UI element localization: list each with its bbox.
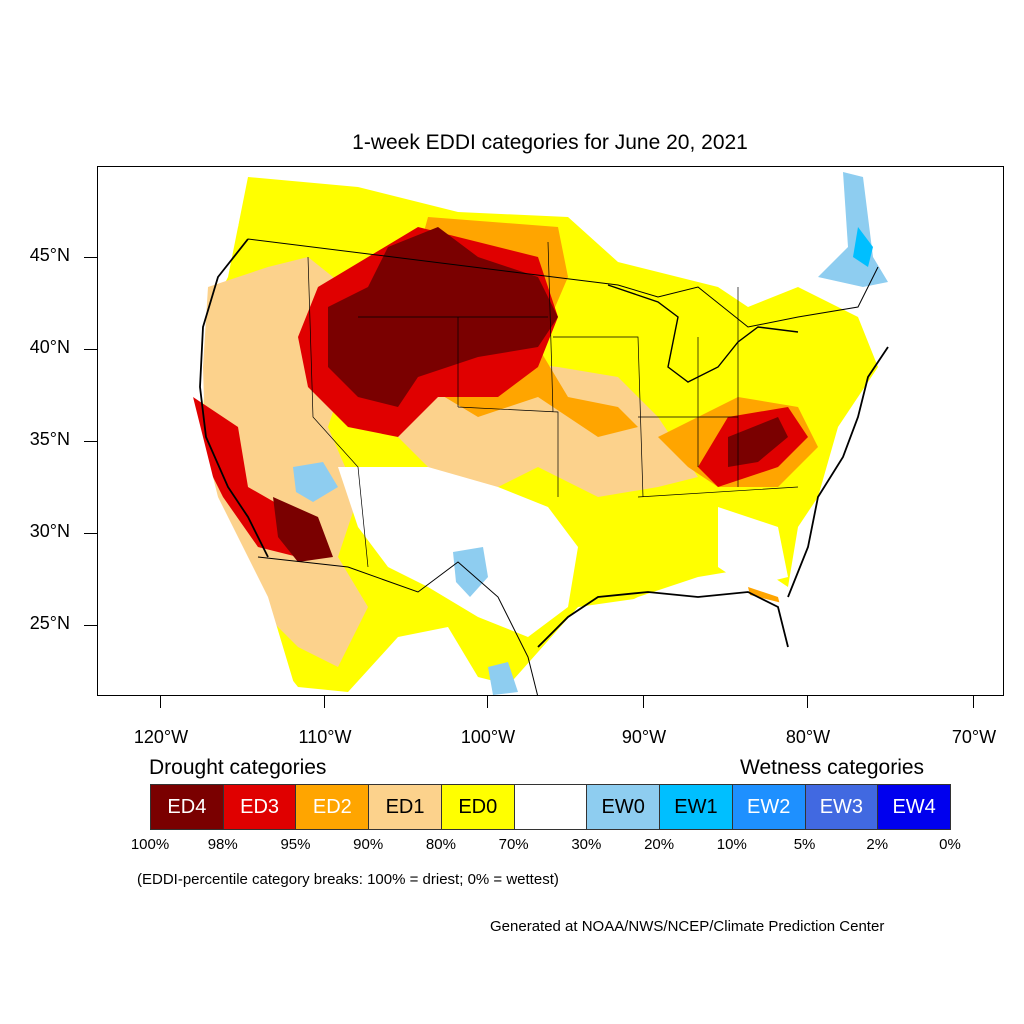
lat-tick-label: 35°N [29,429,70,449]
lon-tick-label: 120°W [133,727,189,747]
ew0-region-quebec [818,172,888,287]
ed4-region-appalachia [728,417,788,467]
lon-tick-mark [973,696,974,708]
category-note: (EDDI-percentile category breaks: 100% =… [137,871,559,888]
ew0-region-mexico [488,662,518,695]
percentile-label: 10% [716,836,747,853]
lon-tick-label: 80°W [785,727,831,747]
lon-tick-mark [160,696,161,708]
ew0-region-texas [453,547,488,597]
credit-line: Generated at NOAA/NWS/NCEP/Climate Predi… [490,918,885,935]
percentile-label: 98% [207,836,238,853]
ed3-region-california [193,397,298,557]
percentile-label: 2% [866,836,889,853]
percentile-label: 100% [130,836,170,853]
lat-tick-mark [84,441,97,442]
percentile-label: 70% [498,836,529,853]
boundaries [199,238,889,695]
lat-tick-mark [84,349,97,350]
us-canada-border [247,238,879,328]
lat-tick-mark [84,257,97,258]
legend-swatch-ed3: ED3 [222,784,297,830]
legend-swatch-normal [513,784,588,830]
category-fills [98,167,998,695]
percentile-label: 30% [571,836,602,853]
ew1-region-quebec [853,227,873,267]
lat-tick-mark [84,625,97,626]
legend-swatch-ew3: EW3 [804,784,879,830]
percentile-label: 90% [353,836,384,853]
gulf-coast [537,591,789,648]
category-legend: ED4 ED3 ED2 ED1 ED0 EW0 EW1 EW2 EW3 EW4 [150,784,951,830]
percentile-label: 5% [793,836,816,853]
map-title: 1-week EDDI categories for June 20, 2021 [352,131,748,154]
us-mexico-border [257,556,539,695]
lon-tick-mark [643,696,644,708]
drought-legend-heading: Drought categories [149,756,327,779]
lat-tick-label: 25°N [29,613,70,633]
normal-region-gulf [499,587,998,695]
ed4-region-arizona [273,497,333,562]
lat-tick-label: 45°N [29,245,70,265]
normal-region-pacific [98,257,298,695]
lon-tick-label: 100°W [460,727,516,747]
percentile-label: 0% [939,836,961,853]
legend-swatch-ew0: EW0 [586,784,661,830]
pacific-coast [199,238,269,558]
lon-tick-label: 70°W [951,727,997,747]
state-lines [307,241,799,568]
great-lakes [607,284,799,383]
normal-region-canada-west [98,167,248,257]
legend-swatch-ed2: ED2 [295,784,370,830]
legend-swatch-ew2: EW2 [731,784,806,830]
lon-tick-label: 90°W [621,727,667,747]
lon-tick-mark [324,696,325,708]
percentile-label: 80% [425,836,456,853]
lon-tick-label: 110°W [298,727,352,747]
lon-tick-mark [487,696,488,708]
atlantic-coast [787,346,889,598]
legend-swatch-ew1: EW1 [659,784,733,830]
lat-tick-label: 30°N [29,521,70,541]
legend-swatch-ew4: EW4 [877,784,951,830]
wetness-legend-heading: Wetness categories [740,756,925,779]
lat-tick-label: 40°N [29,337,70,357]
lat-tick-mark [84,533,97,534]
ew0-region-four-corners [293,462,338,502]
percentile-label: 95% [280,836,311,853]
normal-region-southeast [718,507,788,587]
percentile-label: 20% [644,836,675,853]
legend-swatch-ed0: ED0 [440,784,515,830]
legend-swatch-ed4: ED4 [150,784,224,830]
map-panel [97,166,1004,696]
legend-swatch-ed1: ED1 [368,784,442,830]
lon-tick-mark [807,696,808,708]
conus-eddi-map [98,167,998,695]
